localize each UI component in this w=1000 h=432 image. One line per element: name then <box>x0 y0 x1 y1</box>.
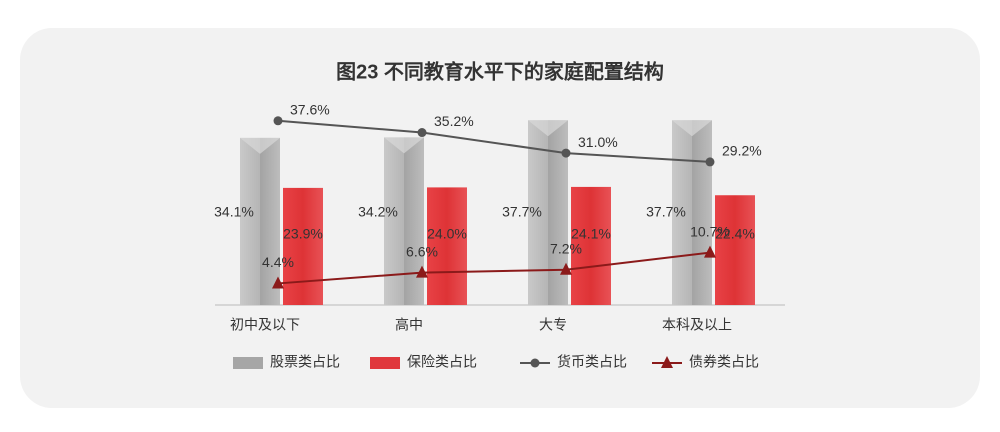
bar-bevel <box>240 137 280 154</box>
data-label: 34.2% <box>358 204 398 220</box>
marker <box>272 276 284 289</box>
data-label: 37.7% <box>646 204 686 220</box>
bar <box>427 187 467 305</box>
marker <box>273 116 283 126</box>
marker <box>704 245 716 258</box>
data-label: 23.9% <box>283 226 323 242</box>
marker <box>416 265 428 278</box>
x-tick-label: 大专 <box>539 317 567 333</box>
data-label: 7.2% <box>550 240 582 256</box>
legend-swatch <box>233 357 263 369</box>
bar <box>571 186 611 305</box>
marker <box>705 157 715 167</box>
legend-marker <box>530 358 540 368</box>
legend-marker <box>661 356 673 368</box>
bar <box>384 137 424 305</box>
x-tick-label: 本科及以上 <box>662 317 732 333</box>
data-label: 24.0% <box>427 226 467 242</box>
marker <box>417 128 427 138</box>
bar <box>240 137 280 305</box>
data-label: 35.2% <box>434 113 474 129</box>
line <box>277 251 711 285</box>
legend-label: 保险类占比 <box>407 354 477 370</box>
legend-label: 货币类占比 <box>557 354 627 370</box>
data-label: 29.2% <box>722 143 762 159</box>
data-label: 24.1% <box>571 226 611 242</box>
bar-bevel <box>672 120 712 137</box>
x-tick-label: 高中 <box>395 317 423 333</box>
line <box>277 119 711 163</box>
data-label: 22.4% <box>715 226 755 242</box>
data-label: 31.0% <box>578 134 618 150</box>
bar <box>715 195 755 305</box>
bar-bevel <box>528 120 568 137</box>
chart-title: 图23 不同教育水平下的家庭配置结构 <box>336 59 664 83</box>
data-label: 10.7% <box>690 223 730 239</box>
legend-label: 债券类占比 <box>689 354 759 370</box>
marker <box>561 148 571 158</box>
bar <box>672 120 712 306</box>
marker <box>560 262 572 275</box>
legend-label: 股票类占比 <box>270 354 340 370</box>
bar <box>283 187 323 305</box>
data-label: 6.6% <box>406 243 438 259</box>
data-label: 34.1% <box>214 204 254 220</box>
bar-bevel <box>384 137 424 154</box>
x-tick-label: 初中及以下 <box>230 317 300 333</box>
card <box>20 28 980 408</box>
legend-swatch <box>370 357 400 369</box>
data-label: 37.6% <box>290 101 330 117</box>
data-label: 4.4% <box>262 254 294 270</box>
data-label: 37.7% <box>502 204 542 220</box>
